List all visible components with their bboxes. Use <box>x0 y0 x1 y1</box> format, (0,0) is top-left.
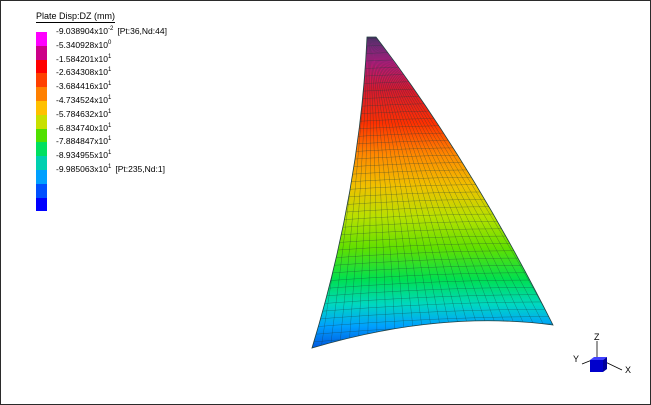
legend-swatch <box>36 45 47 60</box>
legend-swatch <box>36 142 47 157</box>
legend-swatch <box>36 32 47 46</box>
y-axis-label: Y <box>573 354 580 364</box>
legend-swatch <box>36 73 47 88</box>
legend-value: -6.834740x101 <box>56 122 112 133</box>
legend-swatch <box>36 156 47 170</box>
legend-color-bar <box>36 32 47 212</box>
legend-value: -9.985063x101 [Pt:235,Nd:1] <box>56 163 165 174</box>
legend-swatch <box>36 87 47 101</box>
legend-values: -9.038904x10-2 [Pt:36,Nd:44] -5.340928x100… <box>56 25 167 177</box>
legend-title: Plate Disp:DZ (mm) <box>36 11 116 23</box>
legend-swatch <box>36 128 47 143</box>
legend-value: -7.884847x101 <box>56 136 112 147</box>
x-axis-label: X <box>625 365 632 375</box>
legend-swatch <box>36 183 47 198</box>
axis-cube-icon <box>590 360 603 372</box>
legend-swatch <box>36 169 47 184</box>
legend-value: -2.634308x101 <box>56 67 112 78</box>
legend-value: -4.734524x101 <box>56 94 112 105</box>
axis-triad: Z X Y <box>560 330 640 380</box>
legend-swatch <box>36 114 47 129</box>
legend-swatch <box>36 59 47 74</box>
plate-outline <box>311 36 554 349</box>
z-axis-label: Z <box>594 332 600 342</box>
legend-value: -5.784632x101 <box>56 108 112 119</box>
legend-swatch <box>36 100 47 115</box>
legend-value: -5.340928x100 <box>56 39 112 50</box>
legend-value: -1.584201x101 <box>56 53 112 64</box>
legend-swatch <box>36 197 47 212</box>
legend-value: -3.684416x101 <box>56 81 112 92</box>
legend-value: -8.934955x101 <box>56 150 112 161</box>
plate-surface <box>312 37 553 348</box>
legend-value: -9.038904x10-2 [Pt:36,Nd:44] <box>56 26 167 36</box>
